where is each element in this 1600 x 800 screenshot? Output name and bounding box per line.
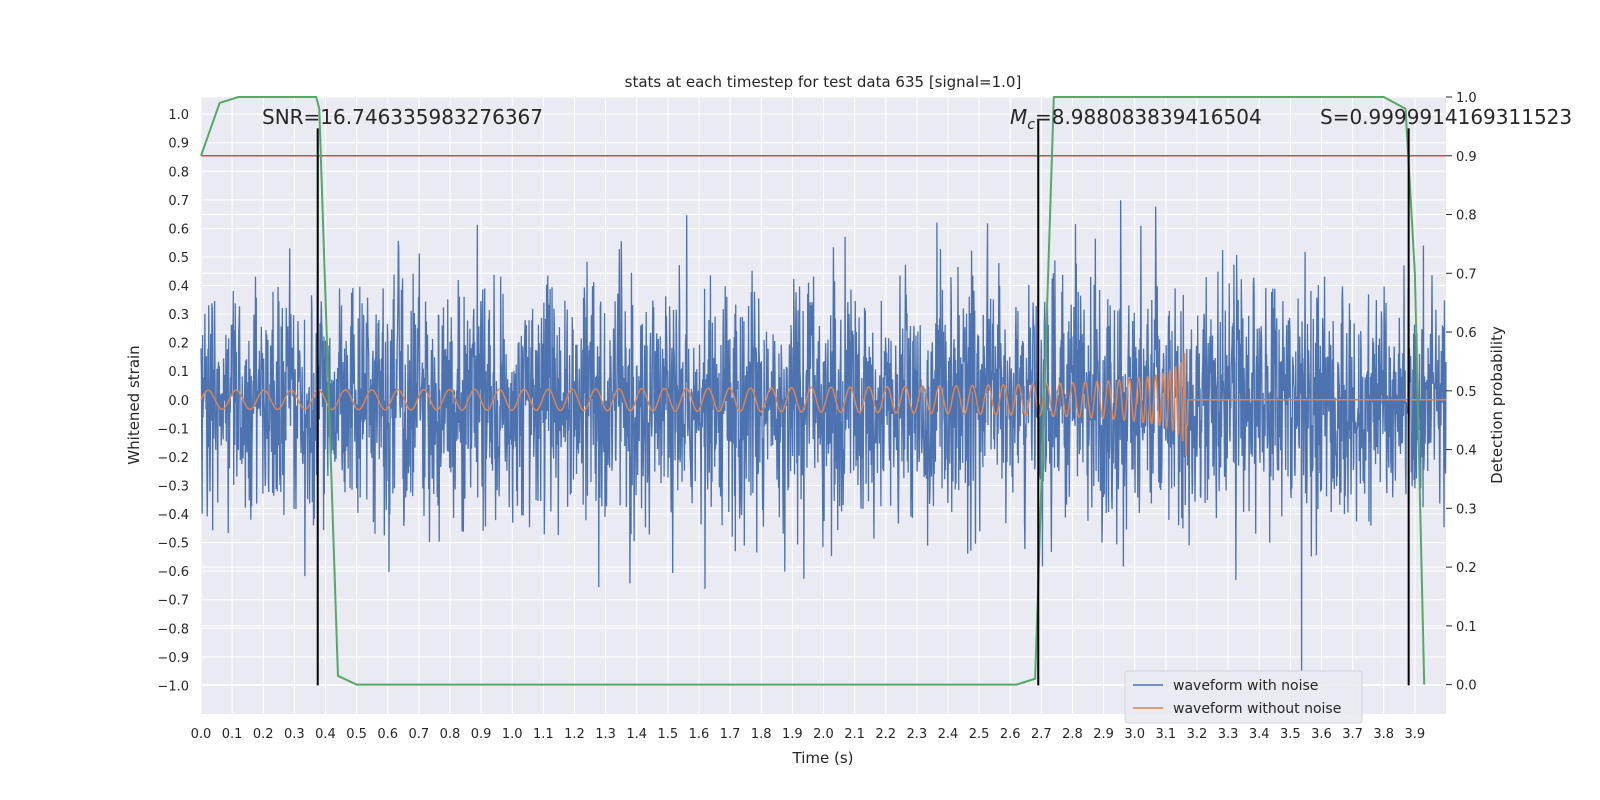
x-tick-label: 1.1	[533, 727, 554, 742]
x-tick-label: 3.6	[1311, 727, 1332, 742]
x-tick-label: 1.4	[626, 727, 647, 742]
x-tick-label: 3.1	[1156, 727, 1177, 742]
y2-tick-label: 0.1	[1456, 620, 1477, 635]
x-tick-label: 0.4	[315, 727, 336, 742]
y-tick-label: −0.1	[157, 422, 189, 437]
s-annotation: S=0.9999914169311523	[1320, 105, 1572, 129]
y2-tick-label: 0.7	[1456, 267, 1477, 282]
x-tick-label: 2.9	[1093, 727, 1114, 742]
x-axis-ticks: 0.0 0.1 0.2 0.3 0.4 0.5 0.6 0.7 0.8 0.9 1.0 1.1 1.2 1…	[191, 727, 1426, 742]
plot-area	[200, 96, 1447, 686]
y-tick-label: 0.0	[168, 394, 189, 409]
y-tick-label: 0.8	[168, 165, 189, 180]
x-tick-label: 3.9	[1405, 727, 1426, 742]
y-tick-label: −0.2	[157, 451, 189, 466]
x-tick-label: 2.4	[938, 727, 959, 742]
x-tick-label: 3.4	[1249, 727, 1270, 742]
legend-label-clean: waveform without noise	[1173, 701, 1341, 717]
y2-tick-label: 0.8	[1456, 209, 1477, 224]
y2-tick-label: 0.4	[1456, 444, 1477, 459]
y-tick-label: 0.7	[168, 194, 189, 209]
x-tick-label: 2.8	[1062, 727, 1083, 742]
x-tick-label: 1.8	[751, 727, 772, 742]
y2-tick-label: 0.3	[1456, 502, 1477, 517]
x-tick-label: 0.9	[471, 727, 492, 742]
x-tick-label: 3.0	[1124, 727, 1145, 742]
x-tick-label: 1.6	[689, 727, 710, 742]
y-tick-label: −0.7	[157, 594, 189, 609]
x-tick-label: 2.0	[813, 727, 834, 742]
x-tick-label: 0.8	[440, 727, 461, 742]
chart-title: stats at each timestep for test data 635…	[625, 73, 1022, 91]
series-line-clean	[200, 352, 1446, 457]
x-tick-label: 1.9	[782, 727, 803, 742]
y-tick-label: 0.1	[168, 365, 189, 380]
chirp-mass-subscript: c	[1027, 117, 1035, 133]
x-tick-label: 3.3	[1218, 727, 1239, 742]
x-tick-label: 2.1	[844, 727, 865, 742]
y2-tick-label: 0.6	[1456, 326, 1477, 341]
x-tick-label: 0.5	[346, 727, 367, 742]
x-tick-label: 2.5	[969, 727, 990, 742]
y2-axis-label: Detection probability	[1488, 326, 1506, 484]
y-axis-label: Whitened strain	[125, 345, 143, 464]
x-tick-label: 3.2	[1187, 727, 1208, 742]
x-tick-label: 0.3	[284, 727, 305, 742]
x-tick-label: 2.6	[1000, 727, 1021, 742]
chirp-mass-value: =8.988083839416504	[1035, 105, 1262, 129]
chirp-mass-symbol: M	[1010, 105, 1027, 129]
x-tick-label: 3.8	[1373, 727, 1394, 742]
y2-tick-label: 0.2	[1456, 561, 1477, 576]
x-tick-label: 1.7	[720, 727, 741, 742]
y-tick-label: −0.6	[157, 565, 189, 580]
x-tick-label: 2.7	[1031, 727, 1052, 742]
series-line-noisy	[200, 200, 1447, 672]
series-line-detection-probability	[200, 96, 1426, 686]
x-tick-label: 3.5	[1280, 727, 1301, 742]
x-tick-label: 3.7	[1342, 727, 1363, 742]
x-tick-label: 1.0	[502, 727, 523, 742]
x-tick-label: 0.7	[409, 727, 430, 742]
y-axis-ticks: −1.0 −0.9 −0.8 −0.7 −0.6 −0.5 −0.4 −0.3 −0.2 −0.1…	[157, 108, 189, 694]
y2-tick-label: 1.0	[1456, 91, 1477, 106]
y-tick-label: 1.0	[168, 108, 189, 123]
y-tick-label: 0.3	[168, 308, 189, 323]
y-tick-label: −0.8	[157, 622, 189, 637]
y-tick-label: −0.3	[157, 479, 189, 494]
y2-axis-ticks: 0.0 0.1 0.2 0.3 0.4 0.5 0.6 0.7 0.8 0.9 1.0	[1446, 91, 1477, 694]
chirp-mass-annotation: Mc=8.988083839416504	[1010, 105, 1262, 133]
y2-tick-label: 0.9	[1456, 150, 1477, 165]
x-tick-label: 1.2	[564, 727, 585, 742]
x-tick-label: 0.0	[191, 727, 212, 742]
x-tick-label: 1.5	[658, 727, 679, 742]
x-axis-label: Time (s)	[792, 749, 854, 767]
x-tick-label: 0.1	[222, 727, 243, 742]
y-tick-label: 0.9	[168, 137, 189, 152]
y-tick-label: −1.0	[157, 679, 189, 694]
y-tick-label: 0.2	[168, 337, 189, 352]
y-tick-label: 0.6	[168, 222, 189, 237]
x-tick-label: 0.6	[377, 727, 398, 742]
x-tick-label: 2.2	[875, 727, 896, 742]
snr-annotation: SNR=16.746335983276367	[262, 105, 543, 129]
legend: waveform with noise waveform without noi…	[1124, 670, 1363, 724]
x-tick-label: 0.2	[253, 727, 274, 742]
legend-label-noise: waveform with noise	[1173, 678, 1318, 694]
y-tick-label: −0.9	[157, 651, 189, 666]
y2-tick-label: 0.5	[1456, 385, 1477, 400]
y-tick-label: 0.5	[168, 251, 189, 266]
x-tick-label: 2.3	[907, 727, 928, 742]
legend-box	[1124, 670, 1363, 724]
y-tick-label: −0.4	[157, 508, 189, 523]
y-tick-label: −0.5	[157, 537, 189, 552]
y2-tick-label: 0.0	[1456, 679, 1477, 694]
y-tick-label: 0.4	[168, 280, 189, 295]
x-tick-label: 1.3	[595, 727, 616, 742]
